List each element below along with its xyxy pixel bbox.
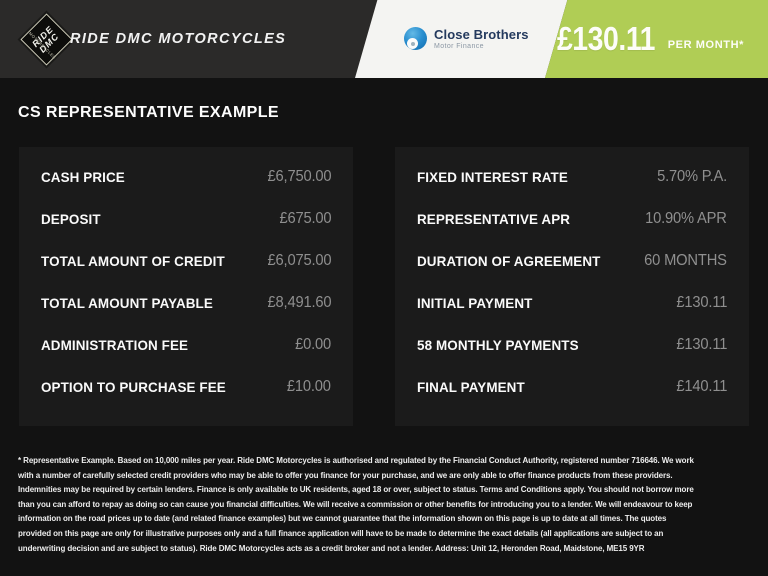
close-brothers-logo: Close Brothers Motor Finance [404,27,529,50]
finance-row: OPTION TO PURCHASE FEE £10.00 [19,366,353,408]
finance-row-value: £8,491.60 [267,294,331,311]
finance-row-value: £130.11 [676,294,727,311]
finance-row: CASH PRICE £6,750.00 [19,156,353,198]
page-title: CS REPRESENTATIVE EXAMPLE [18,104,279,121]
dealer-logo-icon: RIDE DMC MOTORCYCLES [17,10,76,69]
finance-row-label: TOTAL AMOUNT PAYABLE [41,295,213,311]
finance-row-label: ADMINISTRATION FEE [41,337,189,353]
close-brothers-globe-icon [404,27,427,50]
finance-row-label: DEPOSIT [41,211,101,227]
finance-row-label: INITIAL PAYMENT [417,295,533,311]
monthly-price-period: PER MONTH* [667,39,744,51]
finance-row-value: £10.00 [287,378,331,395]
close-brothers-subtitle: Motor Finance [434,43,484,50]
finance-panel-left: CASH PRICE £6,750.00 DEPOSIT £675.00 TOTAL A… [19,147,353,426]
dealer-name: RIDE DMC MOTORCYCLES [70,31,287,47]
finance-row-label: TOTAL AMOUNT OF CREDIT [41,253,225,269]
monthly-price-amount: £130.11 [556,20,655,57]
finance-row-value: £6,075.00 [267,252,331,269]
finance-row: DEPOSIT £675.00 [19,198,353,240]
finance-row-label: OPTION TO PURCHASE FEE [41,379,226,395]
finance-row-label: CASH PRICE [41,169,125,185]
disclaimer-text: * Representative Example. Based on 10,00… [18,456,694,553]
finance-row-value: £140.11 [676,378,727,395]
finance-row-value: £0.00 [295,336,331,353]
finance-row: ADMINISTRATION FEE £0.00 [19,324,353,366]
finance-row-value: £130.11 [676,336,727,353]
finance-row: INITIAL PAYMENT £130.11 [395,282,749,324]
finance-row: DURATION OF AGREEMENT 60 MONTHS [395,240,749,282]
monthly-price-badge: £130.11 PER MONTH* [541,0,744,78]
finance-row-value: £6,750.00 [267,168,331,185]
finance-tables: CASH PRICE £6,750.00 DEPOSIT £675.00 TOTAL A… [19,147,749,426]
finance-row-label: FINAL PAYMENT [417,379,525,395]
finance-row: TOTAL AMOUNT OF CREDIT £6,075.00 [19,240,353,282]
finance-row: FINAL PAYMENT £140.11 [395,366,749,408]
finance-row-label: DURATION OF AGREEMENT [417,253,601,269]
finance-row-label: FIXED INTEREST RATE [417,169,568,185]
finance-row: 58 MONTHLY PAYMENTS £130.11 [395,324,749,366]
finance-row: TOTAL AMOUNT PAYABLE £8,491.60 [19,282,353,324]
finance-row-value: 10.90% APR [645,210,727,227]
finance-row-label: REPRESENTATIVE APR [417,211,571,227]
finance-row-value: 60 MONTHS [644,252,727,269]
close-brothers-name: Close Brothers [434,27,529,42]
finance-row: REPRESENTATIVE APR 10.90% APR [395,198,749,240]
finance-row-value: £675.00 [279,210,331,227]
header: RIDE DMC MOTORCYCLES RIDE DMC MOTORCYCLES… [0,0,768,78]
finance-row-label: 58 MONTHLY PAYMENTS [417,337,579,353]
finance-row: FIXED INTEREST RATE 5.70% P.A. [395,156,749,198]
finance-row-value: 5.70% P.A. [657,168,727,185]
finance-panel-right: FIXED INTEREST RATE 5.70% P.A. REPRESENTAT… [395,147,749,426]
